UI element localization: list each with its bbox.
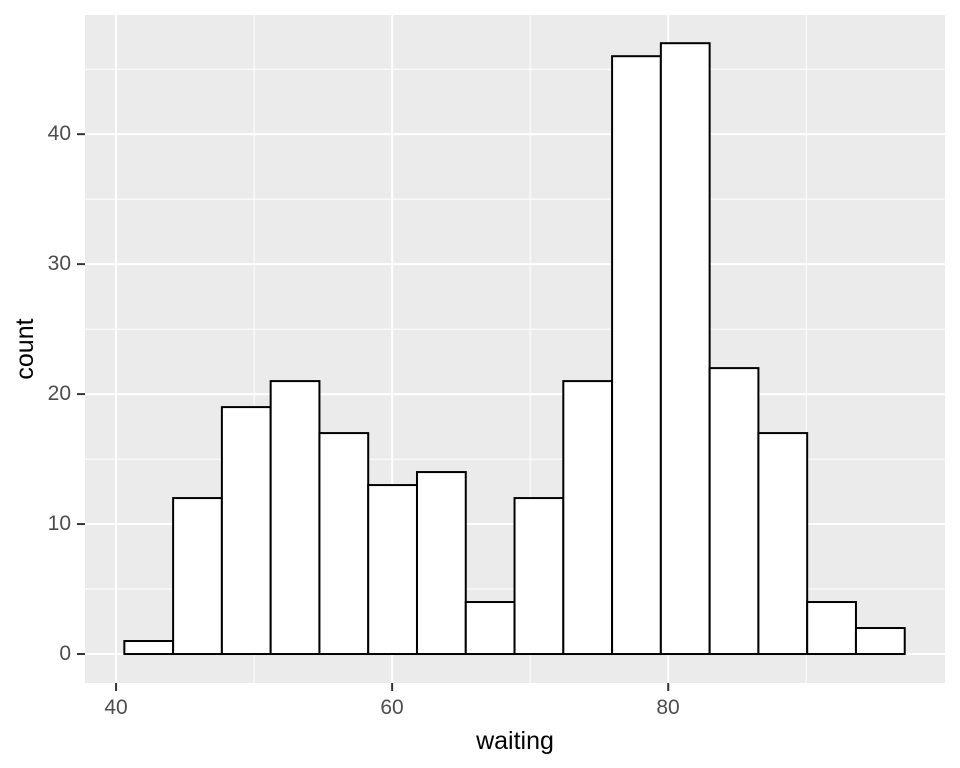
histogram-bar [415, 471, 467, 656]
y-tick-label: 20 [47, 382, 71, 405]
histogram-bar [806, 601, 857, 656]
histogram-bar [854, 627, 906, 656]
y-tick-label: 0 [59, 642, 71, 665]
histogram-bar [708, 367, 760, 656]
histogram-bar [172, 497, 223, 656]
y-tick-label: 40 [47, 122, 71, 145]
histogram-bar [269, 380, 321, 656]
histogram-bar [659, 42, 711, 656]
histogram-bar [318, 432, 370, 656]
histogram-bar [464, 601, 516, 656]
histogram-bar [123, 640, 175, 656]
histogram-bar [513, 497, 565, 656]
x-tick-label: 40 [104, 696, 128, 719]
x-tick-label: 80 [656, 696, 680, 719]
y-tick-label: 30 [47, 252, 71, 275]
histogram-bar [757, 432, 809, 656]
x-tick-label: 60 [380, 696, 404, 719]
histogram-bar [562, 380, 614, 656]
histogram-bar [220, 406, 272, 656]
histogram-bar [367, 484, 418, 656]
x-axis-title: waiting [476, 727, 554, 755]
y-tick-label: 10 [47, 512, 71, 535]
histogram-bar [611, 55, 662, 656]
